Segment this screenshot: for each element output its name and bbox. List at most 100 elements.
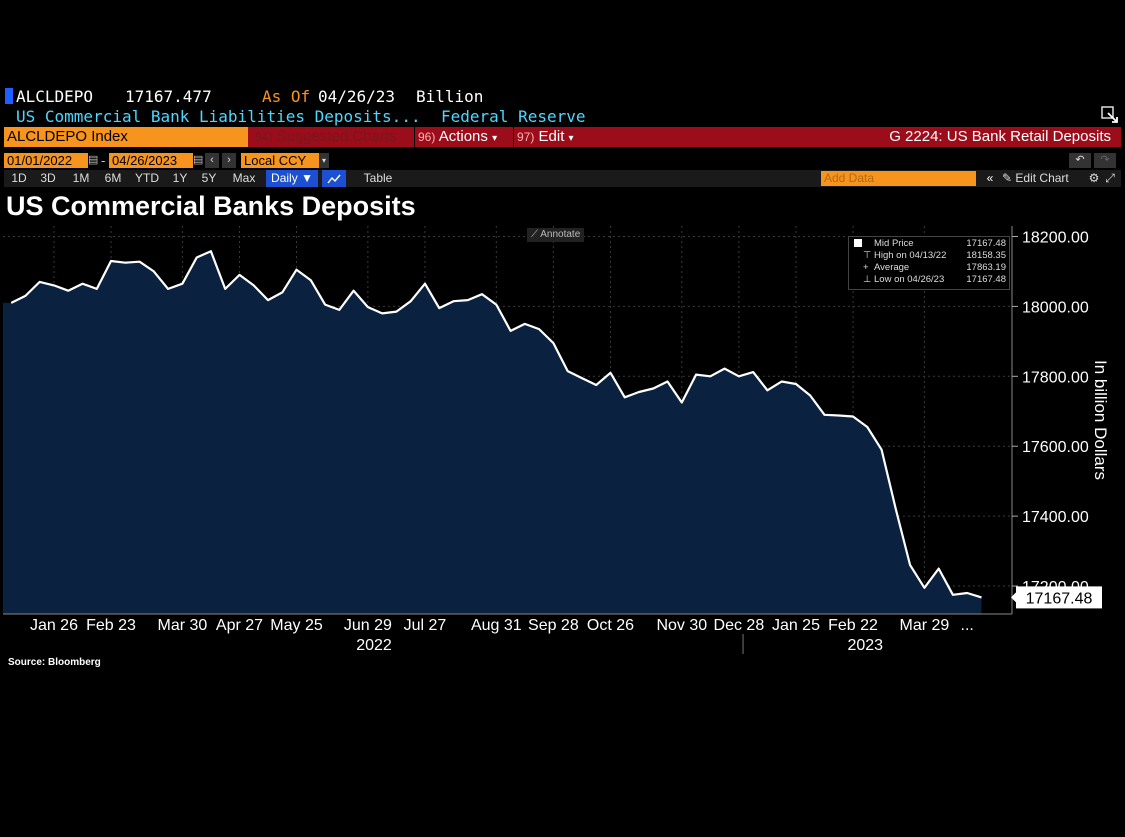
range-1y-button[interactable]: 1Y (172, 171, 188, 185)
source-footnote: Source: Bloomberg (8, 657, 101, 668)
edit-label: Edit (538, 128, 565, 145)
x-tick-label: Feb 22 (828, 617, 878, 634)
year-label: 2022 (356, 637, 392, 654)
end-date-field[interactable]: 04/26/2023 (109, 153, 193, 168)
x-tick-label: Sep 28 (528, 617, 579, 634)
undo-icon[interactable]: ↶ (1069, 153, 1091, 168)
legend-label: High on 04/13/22 (874, 250, 947, 261)
fullscreen-icon[interactable]: ⤢ (1105, 171, 1115, 185)
range-1d-button[interactable]: 1D (11, 171, 27, 185)
edit-chart-label: Edit Chart (1015, 171, 1069, 185)
x-tick-label: ... (961, 617, 974, 634)
actions-number: 96) (418, 130, 436, 144)
y-tick-label: 18200.00 (1022, 229, 1089, 246)
range-5y-button[interactable]: 5Y (201, 171, 217, 185)
legend-row-average: + Average 17863.19 (854, 262, 1006, 274)
chevron-down-icon: ▾ (568, 133, 574, 144)
next-period-button[interactable]: › (222, 153, 236, 168)
x-tick-label: Feb 23 (86, 617, 136, 634)
x-tick-label: Apr 27 (216, 617, 263, 634)
y-axis: 17200.0017400.0017600.0017800.0018000.00… (1011, 226, 1089, 614)
legend-checkbox-icon[interactable] (854, 239, 862, 247)
range-ytd-button[interactable]: YTD (135, 171, 159, 185)
suggested-charts-number: 94) (255, 130, 273, 144)
pencil-icon: ✎ (1002, 171, 1013, 185)
year-label: 2023 (847, 637, 883, 654)
edit-menu-button[interactable]: 97) Edit ▾ (513, 127, 585, 147)
x-tick-label: Oct 26 (587, 617, 634, 634)
y-tick-label: 17400.00 (1022, 509, 1089, 526)
range-toolbar: 1D 3D 1M 6M YTD 1Y 5Y Max Daily ▼ Table … (4, 170, 1121, 187)
x-tick-label: May 25 (270, 617, 323, 634)
edit-chart-button[interactable]: ✎ Edit Chart (1002, 170, 1069, 187)
start-date-field[interactable]: 01/01/2022 (4, 153, 88, 168)
x-tick-label: Aug 31 (471, 617, 522, 634)
pencil-icon: ⟋ (531, 229, 538, 240)
actions-menu-button[interactable]: 96) Actions ▾ (414, 127, 510, 147)
data-source-name: Federal Reserve (441, 107, 586, 126)
x-tick-label: Jan 26 (30, 617, 78, 634)
expand-icon[interactable] (1101, 106, 1119, 124)
settings-icon[interactable]: ⚙ (1088, 171, 1100, 185)
security-description-row: US Commercial Bank Liabilities Deposits.… (4, 106, 1121, 126)
y-axis-label: In billion Dollars (1091, 360, 1110, 480)
suggested-charts-button[interactable]: 94) Suggested Charts (252, 127, 410, 147)
redo-icon[interactable]: ↷ (1094, 153, 1116, 168)
chart-legend: Mid Price 17167.48 ⊤ High on 04/13/22 18… (848, 236, 1010, 290)
average-marker-icon: + (863, 262, 869, 273)
calendar-icon[interactable]: ▤ (88, 154, 99, 166)
x-tick-label: Jul 27 (404, 617, 447, 634)
command-bar: ALCLDEPO Index 94) Suggested Charts 96) … (4, 127, 1121, 147)
legend-row-high: ⊤ High on 04/13/22 18158.35 (854, 250, 1006, 262)
last-value-tag-group: 17167.48 (1011, 586, 1102, 609)
table-view-button[interactable]: Table (363, 171, 393, 185)
x-axis: Jan 26 Feb 23 Mar 30 Apr 27 May 25 Jun 29 Jul … (3, 613, 1012, 654)
deposits-area-fill (3, 251, 982, 614)
previous-period-button[interactable]: ‹ (205, 153, 219, 168)
x-tick-label: Nov 30 (656, 617, 707, 634)
low-marker-icon: ⊥ (863, 274, 872, 285)
legend-value: 17167.48 (966, 274, 1006, 285)
as-of-label: As Of (262, 87, 311, 106)
currency-field[interactable]: Local CCY (241, 153, 319, 168)
range-3d-button[interactable]: 3D (40, 171, 56, 185)
range-max-button[interactable]: Max (232, 171, 256, 185)
legend-row-low: ⊥ Low on 04/26/23 17167.48 (854, 274, 1006, 286)
ticker-symbol: ALCLDEPO (16, 87, 94, 106)
collapse-icon[interactable]: « (986, 171, 994, 185)
header-marker (5, 88, 13, 104)
x-tick-label: Jan 25 (772, 617, 820, 634)
range-6m-button[interactable]: 6M (104, 171, 122, 185)
currency-dropdown-icon[interactable]: ▾ (319, 153, 329, 168)
legend-value: 17863.19 (966, 262, 1006, 273)
range-1m-button[interactable]: 1M (72, 171, 90, 185)
date-separator: - (101, 153, 106, 168)
last-value-tag (1016, 586, 1102, 609)
deposits-series-line (10, 250, 982, 599)
unit-label: Billion (416, 87, 484, 106)
x-tick-label: Jun 29 (344, 617, 392, 634)
security-description: US Commercial Bank Liabilities Deposits.… (16, 107, 421, 126)
ticker-field[interactable]: ALCLDEPO Index (4, 127, 248, 147)
last-value: 17167.477 (125, 87, 212, 106)
annotate-label: Annotate (540, 229, 581, 240)
legend-label: Mid Price (874, 238, 914, 249)
legend-row-mid-price[interactable]: Mid Price 17167.48 (854, 238, 1006, 250)
legend-label: Low on 04/26/23 (874, 274, 945, 285)
chevron-down-icon: ▼ (301, 171, 313, 185)
security-header: ALCLDEPO 17167.477 As Of 04/26/23 Billio… (4, 86, 1121, 106)
x-tick-label: Dec 28 (714, 617, 765, 634)
annotate-button[interactable]: ⟋ Annotate (527, 228, 585, 242)
legend-value: 18158.35 (966, 250, 1006, 261)
frequency-dropdown[interactable]: Daily ▼ (266, 170, 318, 187)
x-tick-label: Mar 30 (157, 617, 207, 634)
as-of-date: 04/26/23 (318, 87, 396, 106)
calendar-icon[interactable]: ▤ (193, 154, 204, 166)
deposits-chart: 17200.0017400.0017600.0017800.0018000.00… (3, 226, 1102, 654)
date-range-row: 01/01/2022 ▤ - 04/26/2023 ▤ ‹ › Local CC… (4, 153, 1121, 169)
chart-title: US Commercial Banks Deposits (6, 191, 416, 221)
add-data-input[interactable]: Add Data (821, 171, 976, 186)
line-chart-icon[interactable] (322, 170, 346, 187)
y-tick-label: 17800.00 (1022, 369, 1089, 386)
y-tick-label: 18000.00 (1022, 299, 1089, 316)
